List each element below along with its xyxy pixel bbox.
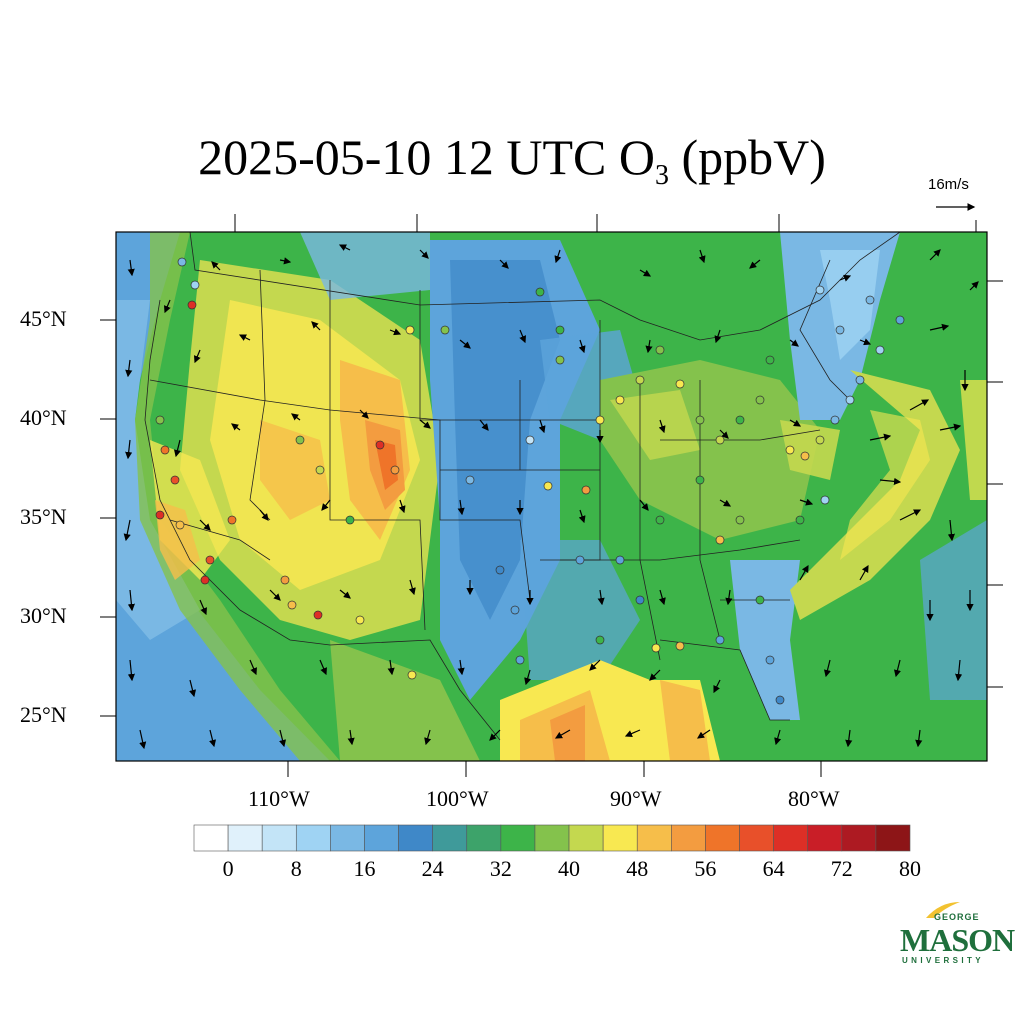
colorbar-swatch	[466, 824, 502, 852]
lon-label-110: 110°W	[248, 786, 310, 811]
chart-title: 2025-05-10 12 UTC O3 (ppbV)	[0, 128, 1024, 192]
colorbar-tick-label: 32	[489, 856, 512, 881]
bottom-ticks	[287, 761, 822, 777]
colorbar-swatch	[807, 824, 843, 852]
lon-label-90: 90°W	[610, 786, 662, 811]
gmu-logo: GEORGE MASON UNIVERSITY	[898, 900, 1015, 968]
colorbar-swatch	[261, 824, 297, 852]
colorbar-swatch	[636, 824, 672, 852]
colorbar-swatch	[295, 824, 331, 852]
lat-label-45: 45°N	[20, 306, 67, 331]
left-ticks	[100, 319, 116, 717]
lat-label-25: 25°N	[20, 702, 67, 727]
gmu-logo-george: GEORGE	[934, 912, 980, 922]
monitor-sites	[155, 257, 905, 705]
colorbar-swatch	[875, 824, 911, 852]
colorbar-swatch	[739, 824, 774, 852]
colorbar-tick-label: 80	[899, 856, 921, 881]
colorbar-tick-label: 40	[558, 856, 581, 881]
title-subscript: 3	[655, 160, 669, 191]
lat-label-40: 40°N	[20, 405, 67, 430]
wind-vectors	[123, 244, 979, 750]
colorbar-swatch	[568, 824, 604, 852]
lat-label-35: 35°N	[20, 504, 67, 529]
map-frame	[115, 231, 988, 762]
colorbar-swatch	[364, 824, 399, 852]
map-field	[116, 232, 987, 761]
colorbar-swatch	[705, 824, 740, 852]
colorbar-tick-label: 24	[421, 856, 444, 881]
gmu-logo-university: UNIVERSITY	[902, 956, 985, 965]
lon-label-80: 80°W	[788, 786, 840, 811]
colorbar-swatch	[534, 824, 570, 852]
colorbar-tick-label: 0	[222, 856, 234, 881]
colorbar-tick-label: 56	[694, 856, 717, 881]
colorbar	[193, 824, 911, 852]
colorbar-swatch	[398, 824, 433, 852]
lat-label-30: 30°N	[20, 603, 67, 628]
title-prefix: 2025-05-10 12 UTC O	[198, 129, 655, 185]
colorbar-swatch	[500, 824, 536, 852]
colorbar-swatch	[193, 824, 229, 852]
top-ticks	[234, 214, 977, 232]
colorbar-tick-label: 48	[626, 856, 649, 881]
colorbar-swatch	[330, 824, 365, 852]
colorbar-swatch	[671, 824, 706, 852]
colorbar-swatch	[841, 824, 877, 852]
colorbar-tick-label: 64	[762, 856, 785, 881]
colorbar-swatch	[227, 824, 263, 852]
colorbar-tick-label: 8	[290, 856, 302, 881]
colorbar-tick-label: 72	[830, 856, 853, 881]
colorbar-swatch	[773, 824, 809, 852]
colorbar-tick-label: 16	[353, 856, 376, 881]
gmu-logo-mark-icon	[926, 902, 960, 918]
gmu-logo-mason: MASON	[900, 922, 1015, 958]
colorbar-swatch	[602, 824, 638, 852]
reference-vector-label: 16m/s	[928, 176, 969, 193]
title-suffix: (ppbV)	[669, 129, 826, 185]
colorbar-swatch	[432, 824, 468, 852]
right-ticks	[987, 280, 1003, 688]
lon-label-100: 100°W	[426, 786, 489, 811]
